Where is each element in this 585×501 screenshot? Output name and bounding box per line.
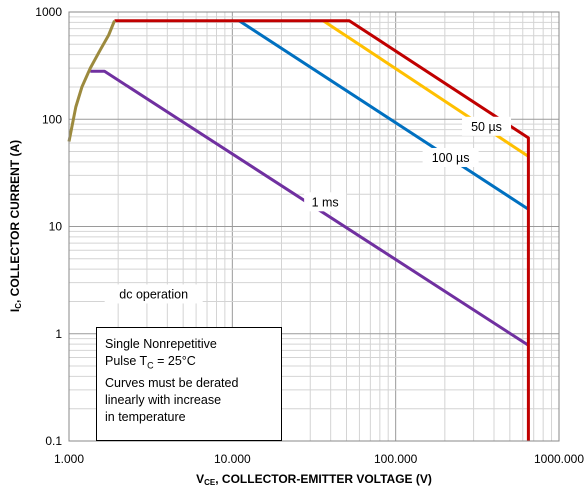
annotation-1ms: 1 ms — [312, 195, 339, 209]
note-box: Single Nonrepetitive Pulse TC = 25°C Cur… — [96, 327, 282, 441]
y-tick-label: 1000 — [35, 5, 62, 19]
annotation-50us: 50 µs — [471, 120, 502, 134]
x-tick-label: 1000.000 — [534, 452, 584, 466]
annotation-bg-100us — [422, 147, 479, 167]
series-line-dc-operation — [90, 69, 530, 347]
note-line-4: linearly with increase — [105, 392, 222, 407]
y-tick-label: 1 — [55, 327, 62, 341]
annotation-bg-50us — [462, 116, 512, 136]
series-line-1-ms — [238, 19, 530, 211]
annotation-100us: 100 µs — [432, 151, 470, 165]
note-line-1: Single Nonrepetitive — [105, 337, 217, 351]
note-line-2: Pulse TC = 25°C — [105, 354, 196, 371]
note-line-3: Curves must be derated — [105, 375, 239, 390]
annotation-bg-dc — [104, 284, 203, 304]
annotation-dc: dc operation — [119, 287, 188, 301]
annotation-group: dc operation 1 ms 100 µs 50 µs — [104, 116, 512, 304]
x-tick-label: 100.000 — [374, 452, 418, 466]
tick-labels: 1.000 10.000 100.000 1000.000 0.1 1 10 100 1000 — [35, 5, 584, 466]
x-axis-title: VCE, COLLECTOR-EMITTER VOLTAGE (V) — [196, 472, 432, 487]
note-line-5: in temperature — [105, 409, 186, 424]
series-line-boundary-4 — [67, 20, 116, 142]
x-tick-label: 10.000 — [214, 452, 251, 466]
y-tick-label: 10 — [49, 220, 63, 234]
series-line-50-s — [114, 19, 530, 441]
plot-frame — [68, 11, 560, 442]
annotation-bg-1ms — [304, 192, 347, 212]
y-axis-title: IC, COLLECTOR CURRENT (A) — [8, 140, 23, 312]
y-tick-label: 0.1 — [45, 434, 62, 448]
x-tick-label: 1.000 — [54, 452, 84, 466]
y-tick-label: 100 — [42, 112, 62, 126]
